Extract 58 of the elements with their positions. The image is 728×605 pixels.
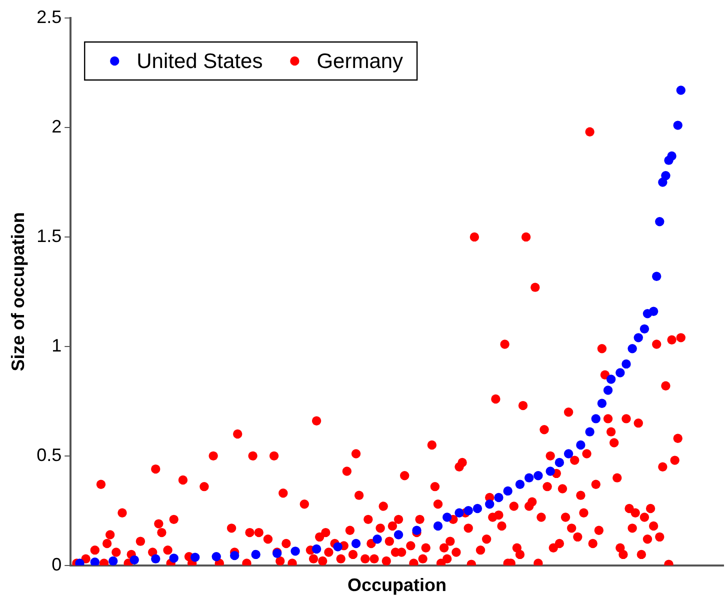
point bbox=[433, 521, 443, 531]
point bbox=[673, 120, 682, 130]
point bbox=[442, 512, 452, 522]
point bbox=[412, 526, 422, 535]
point bbox=[591, 414, 600, 424]
legend-label: Germany bbox=[316, 50, 404, 73]
point bbox=[454, 508, 464, 518]
point bbox=[534, 471, 543, 480]
point bbox=[251, 550, 260, 560]
point bbox=[130, 555, 139, 565]
y-tick-label: 0 bbox=[52, 554, 62, 574]
point bbox=[652, 272, 662, 281]
point bbox=[333, 542, 342, 552]
point bbox=[585, 427, 594, 436]
point bbox=[372, 534, 382, 544]
point bbox=[190, 552, 200, 562]
point bbox=[524, 473, 534, 482]
point bbox=[108, 556, 118, 566]
point bbox=[603, 386, 613, 395]
legend-label: United States bbox=[136, 50, 263, 73]
point bbox=[655, 217, 664, 226]
point bbox=[212, 552, 221, 562]
point bbox=[169, 554, 178, 563]
point bbox=[634, 333, 643, 342]
y-tick-label: 1 bbox=[52, 335, 62, 356]
point bbox=[312, 544, 322, 554]
point bbox=[90, 558, 100, 566]
point bbox=[485, 499, 494, 509]
point bbox=[394, 530, 404, 540]
y-axis-title: Size of occupation bbox=[8, 212, 28, 372]
point bbox=[622, 359, 631, 369]
point bbox=[667, 151, 676, 161]
point bbox=[640, 324, 650, 334]
point bbox=[151, 554, 160, 564]
point bbox=[546, 466, 555, 476]
point bbox=[464, 506, 473, 516]
point bbox=[494, 492, 504, 502]
point bbox=[554, 458, 564, 468]
point bbox=[503, 486, 512, 496]
point bbox=[351, 538, 361, 548]
point bbox=[290, 546, 300, 556]
point bbox=[472, 504, 482, 514]
point bbox=[616, 368, 625, 378]
x-axis-title: Occupation bbox=[348, 575, 447, 596]
y-tick-label: 0.5 bbox=[36, 444, 62, 465]
point bbox=[597, 398, 607, 408]
point bbox=[576, 440, 586, 450]
point bbox=[606, 374, 616, 384]
point bbox=[230, 550, 240, 560]
point bbox=[648, 306, 658, 316]
point bbox=[628, 344, 637, 354]
y-tick-label: 2.5 bbox=[36, 6, 62, 27]
point bbox=[676, 86, 686, 95]
point bbox=[564, 449, 574, 458]
y-tick-label: 1.5 bbox=[36, 226, 62, 246]
point bbox=[515, 480, 525, 489]
point bbox=[661, 171, 670, 180]
y-tick-label: 2 bbox=[52, 116, 62, 136]
